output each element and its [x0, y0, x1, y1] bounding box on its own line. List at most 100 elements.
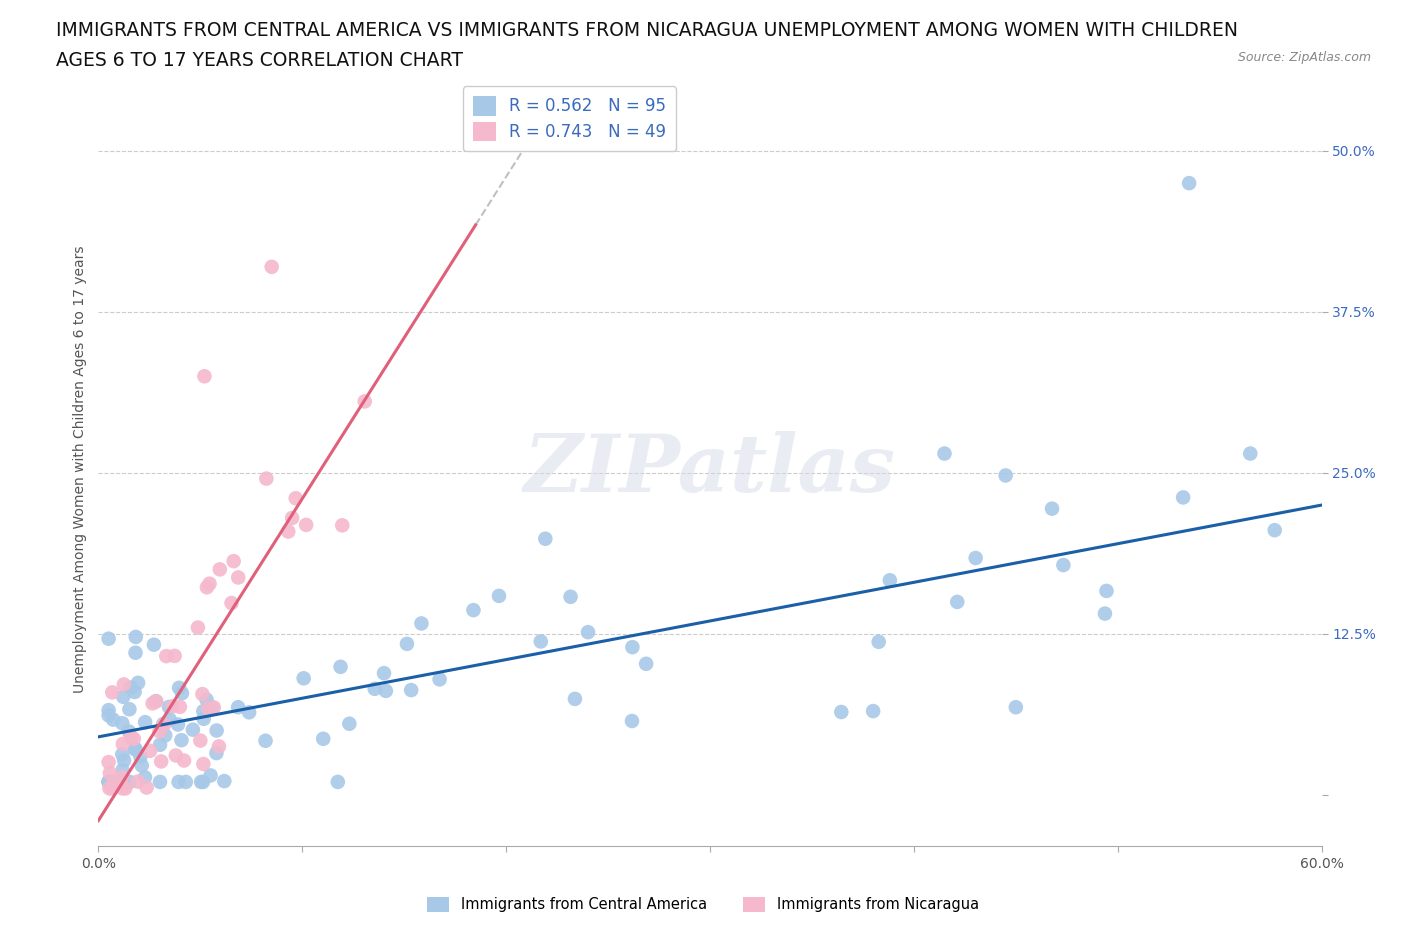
Point: [560, 590, 582, 604]
Point: [111, 775, 134, 790]
Point: [188, 733, 211, 748]
Point: [127, 675, 149, 690]
Point: [167, 681, 190, 696]
Point: [195, 579, 218, 594]
Point: [98, 765, 121, 780]
Point: [153, 728, 176, 743]
Point: [1040, 501, 1063, 516]
Point: [101, 684, 124, 699]
Point: [312, 731, 335, 746]
Point: [169, 699, 191, 714]
Legend: Immigrants from Central America, Immigrants from Nicaragua: Immigrants from Central America, Immigra…: [422, 891, 984, 918]
Point: [124, 742, 146, 757]
Point: [111, 747, 134, 762]
Point: [173, 753, 195, 768]
Point: [120, 730, 142, 745]
Point: [488, 589, 510, 604]
Point: [195, 692, 218, 707]
Text: IMMIGRANTS FROM CENTRAL AMERICA VS IMMIGRANTS FROM NICARAGUA UNEMPLOYMENT AMONG : IMMIGRANTS FROM CENTRAL AMERICA VS IMMIG…: [56, 21, 1239, 40]
Point: [576, 625, 599, 640]
Point: [1178, 176, 1201, 191]
Point: [1095, 583, 1118, 598]
Point: [111, 716, 134, 731]
Point: [191, 775, 214, 790]
Point: [124, 741, 146, 756]
Point: [131, 758, 153, 773]
Point: [201, 700, 224, 715]
Point: [139, 743, 162, 758]
Point: [1239, 446, 1261, 461]
Point: [330, 518, 353, 533]
Point: [1004, 699, 1026, 714]
Point: [277, 525, 299, 539]
Point: [202, 700, 225, 715]
Point: [208, 562, 231, 577]
Point: [149, 775, 172, 790]
Point: [1052, 558, 1074, 573]
Point: [226, 570, 249, 585]
Point: [125, 630, 148, 644]
Y-axis label: Unemployment Among Women with Children Ages 6 to 17 years: Unemployment Among Women with Children A…: [73, 246, 87, 694]
Point: [148, 724, 170, 739]
Point: [135, 780, 157, 795]
Point: [329, 659, 352, 674]
Point: [946, 594, 969, 609]
Point: [165, 748, 187, 763]
Point: [122, 731, 145, 746]
Point: [190, 775, 212, 790]
Point: [534, 531, 557, 546]
Point: [463, 603, 485, 618]
Point: [142, 637, 165, 652]
Point: [170, 685, 193, 700]
Point: [181, 723, 204, 737]
Point: [149, 737, 172, 752]
Point: [326, 775, 349, 790]
Point: [965, 551, 987, 565]
Point: [411, 616, 433, 631]
Point: [142, 696, 165, 711]
Point: [112, 689, 135, 704]
Point: [134, 715, 156, 730]
Point: [97, 631, 120, 646]
Point: [200, 768, 222, 783]
Point: [118, 775, 141, 790]
Point: [1264, 523, 1286, 538]
Point: [97, 775, 120, 790]
Point: [112, 753, 135, 768]
Point: [254, 734, 277, 749]
Point: [364, 682, 387, 697]
Point: [238, 705, 260, 720]
Point: [1094, 606, 1116, 621]
Point: [879, 573, 901, 588]
Point: [620, 713, 643, 728]
Point: [145, 694, 167, 709]
Point: [636, 657, 658, 671]
Point: [129, 750, 152, 764]
Point: [103, 712, 125, 727]
Point: [530, 634, 553, 649]
Point: [134, 770, 156, 785]
Point: [193, 369, 215, 384]
Legend: R = 0.562   N = 95, R = 0.743   N = 49: R = 0.562 N = 95, R = 0.743 N = 49: [463, 86, 676, 152]
Point: [205, 746, 228, 761]
Point: [254, 472, 277, 486]
Point: [205, 723, 228, 737]
Text: ZIPatlas: ZIPatlas: [524, 431, 896, 509]
Point: [162, 698, 184, 713]
Point: [197, 701, 219, 716]
Point: [167, 775, 190, 790]
Point: [163, 648, 186, 663]
Point: [111, 737, 134, 751]
Point: [260, 259, 283, 274]
Point: [111, 770, 134, 785]
Point: [174, 775, 197, 790]
Point: [150, 754, 173, 769]
Point: [337, 716, 360, 731]
Point: [118, 724, 141, 739]
Point: [112, 677, 135, 692]
Point: [193, 704, 215, 719]
Point: [214, 774, 236, 789]
Point: [103, 775, 125, 790]
Point: [429, 672, 451, 687]
Text: AGES 6 TO 17 YEARS CORRELATION CHART: AGES 6 TO 17 YEARS CORRELATION CHART: [56, 51, 463, 70]
